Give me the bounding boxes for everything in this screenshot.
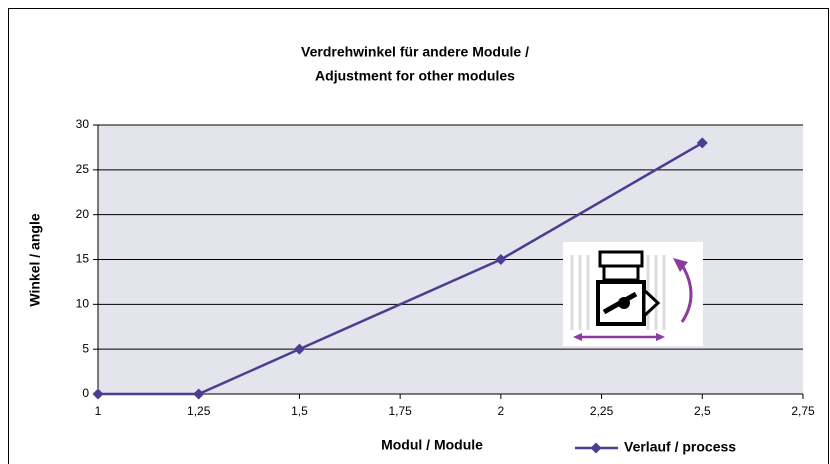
y-tick-label: 20 bbox=[76, 207, 90, 221]
y-tick-label: 5 bbox=[82, 341, 89, 355]
x-tick-label: 2 bbox=[498, 404, 505, 418]
x-tick-label: 1,5 bbox=[291, 404, 308, 418]
y-axis-label: Winkel / angle bbox=[27, 213, 43, 306]
y-tick-label: 30 bbox=[76, 117, 90, 131]
y-tick-label: 25 bbox=[76, 162, 90, 176]
x-tick-label: 2,5 bbox=[694, 404, 711, 418]
x-tick-label: 2,25 bbox=[590, 404, 614, 418]
y-tick-label: 15 bbox=[76, 252, 90, 266]
x-tick-label: 2,75 bbox=[791, 404, 815, 418]
chart: Verdrehwinkel für andere Module / Adjust… bbox=[0, 0, 830, 464]
x-tick-label: 1,25 bbox=[187, 404, 211, 418]
x-tick-label: 1 bbox=[95, 404, 102, 418]
legend-label: Verlauf / process bbox=[624, 439, 736, 455]
y-tick-label: 10 bbox=[76, 297, 90, 311]
y-tick-label: 0 bbox=[82, 386, 89, 400]
chart-title: Adjustment for other modules bbox=[315, 68, 515, 84]
chart-title: Verdrehwinkel für andere Module / bbox=[301, 44, 529, 60]
x-axis-label: Modul / Module bbox=[381, 437, 483, 453]
pictogram bbox=[563, 242, 703, 346]
x-tick-label: 1,75 bbox=[388, 404, 412, 418]
